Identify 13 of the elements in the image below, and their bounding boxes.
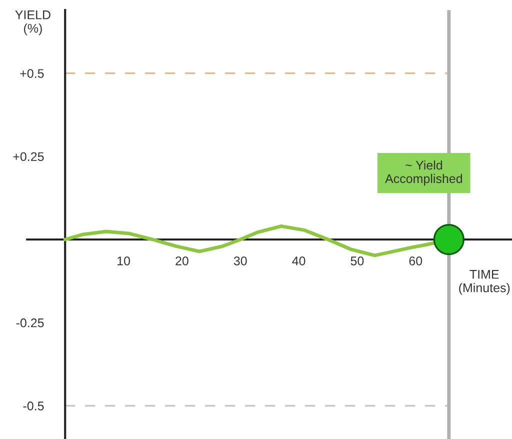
y-tick-label: -0.5 (23, 402, 44, 410)
y-tick-label: +0.5 (20, 69, 44, 78)
x-tick-label: 20 (176, 256, 188, 266)
y-tick-label: +0.25 (13, 152, 44, 162)
x-tick-label: 10 (118, 256, 130, 266)
y-axis-title: YIELD (%) (15, 10, 50, 36)
x-axis-title: TIME (Minutes) (459, 270, 510, 295)
x-tick-label: 40 (292, 256, 306, 266)
x-tick-label: 60 (409, 256, 422, 266)
x-tick-label: 30 (234, 256, 247, 266)
annotation: ~ Yield Accomplished (385, 160, 462, 186)
y-tick-label: -0.25 (16, 318, 44, 328)
x-tick-label: 50 (350, 256, 364, 266)
